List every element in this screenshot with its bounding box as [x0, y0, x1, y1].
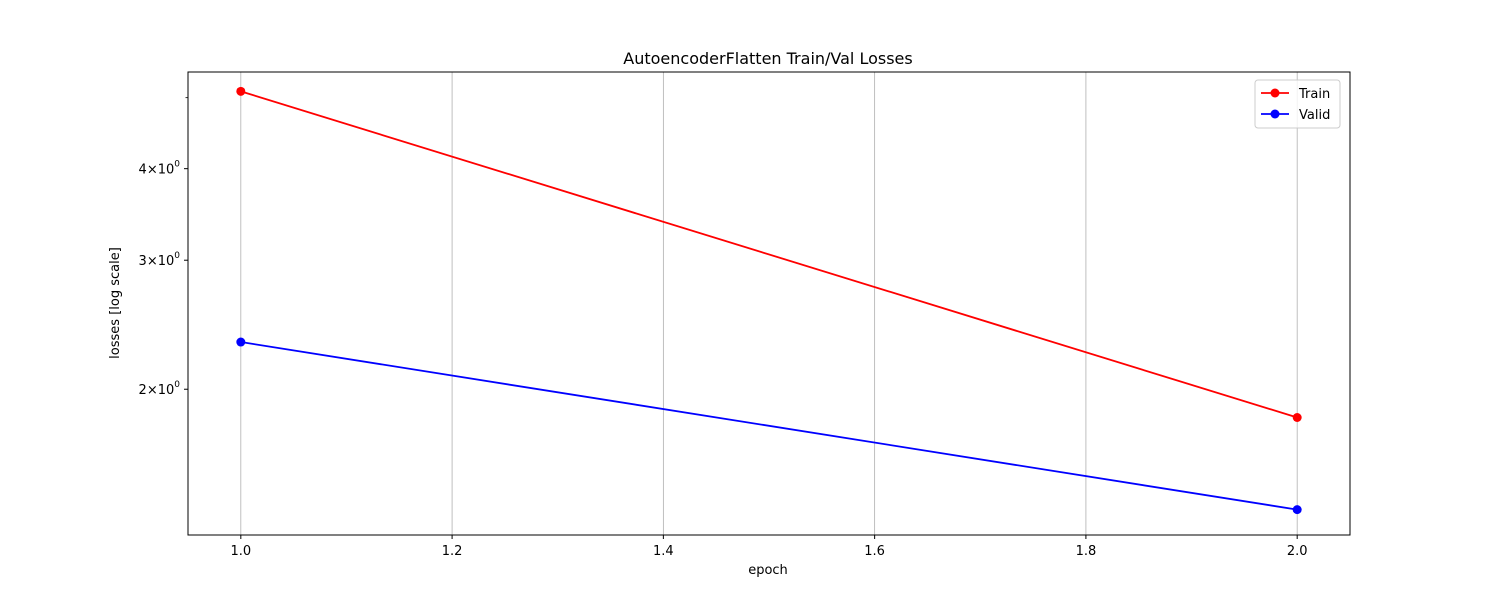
- plot-frame: [187, 71, 1351, 536]
- y-axis-label: losses [log scale]: [108, 247, 123, 359]
- x-tick-label: 1.6: [864, 544, 885, 559]
- legend-train-marker: [1270, 88, 1280, 98]
- y-tick-label: 3×100: [139, 251, 181, 269]
- train-data-point: [1292, 413, 1302, 423]
- legend-valid-label: Valid: [1299, 108, 1330, 123]
- valid-data-point: [236, 337, 246, 347]
- x-tick-label: 1.0: [230, 544, 251, 559]
- x-tick-label: 2.0: [1287, 544, 1308, 559]
- y-tick-label: 2×100: [139, 380, 181, 398]
- valid-data-point: [1292, 505, 1302, 515]
- chart-title: AutoencoderFlatten Train/Val Losses: [623, 49, 912, 68]
- train-series-line: [240, 90, 1298, 419]
- series-layer: [236, 86, 1302, 515]
- legend-valid-marker: [1270, 109, 1280, 119]
- legend-train-label: Train: [1298, 87, 1330, 102]
- x-tick-label: 1.8: [1076, 544, 1097, 559]
- legend: Train Valid: [1254, 79, 1341, 129]
- x-axis: 1.0 1.2 1.4 1.6 1.8 2.0: [230, 535, 1308, 559]
- x-tick-label: 1.4: [653, 544, 674, 559]
- valid-series-line: [240, 341, 1298, 511]
- y-tick-label: 4×100: [139, 160, 181, 178]
- train-data-point: [236, 86, 246, 96]
- grid-lines: [240, 72, 1298, 535]
- x-tick-label: 1.2: [442, 544, 463, 559]
- y-axis: 2×100 3×100 4×100: [139, 97, 188, 398]
- x-axis-label: epoch: [748, 563, 788, 578]
